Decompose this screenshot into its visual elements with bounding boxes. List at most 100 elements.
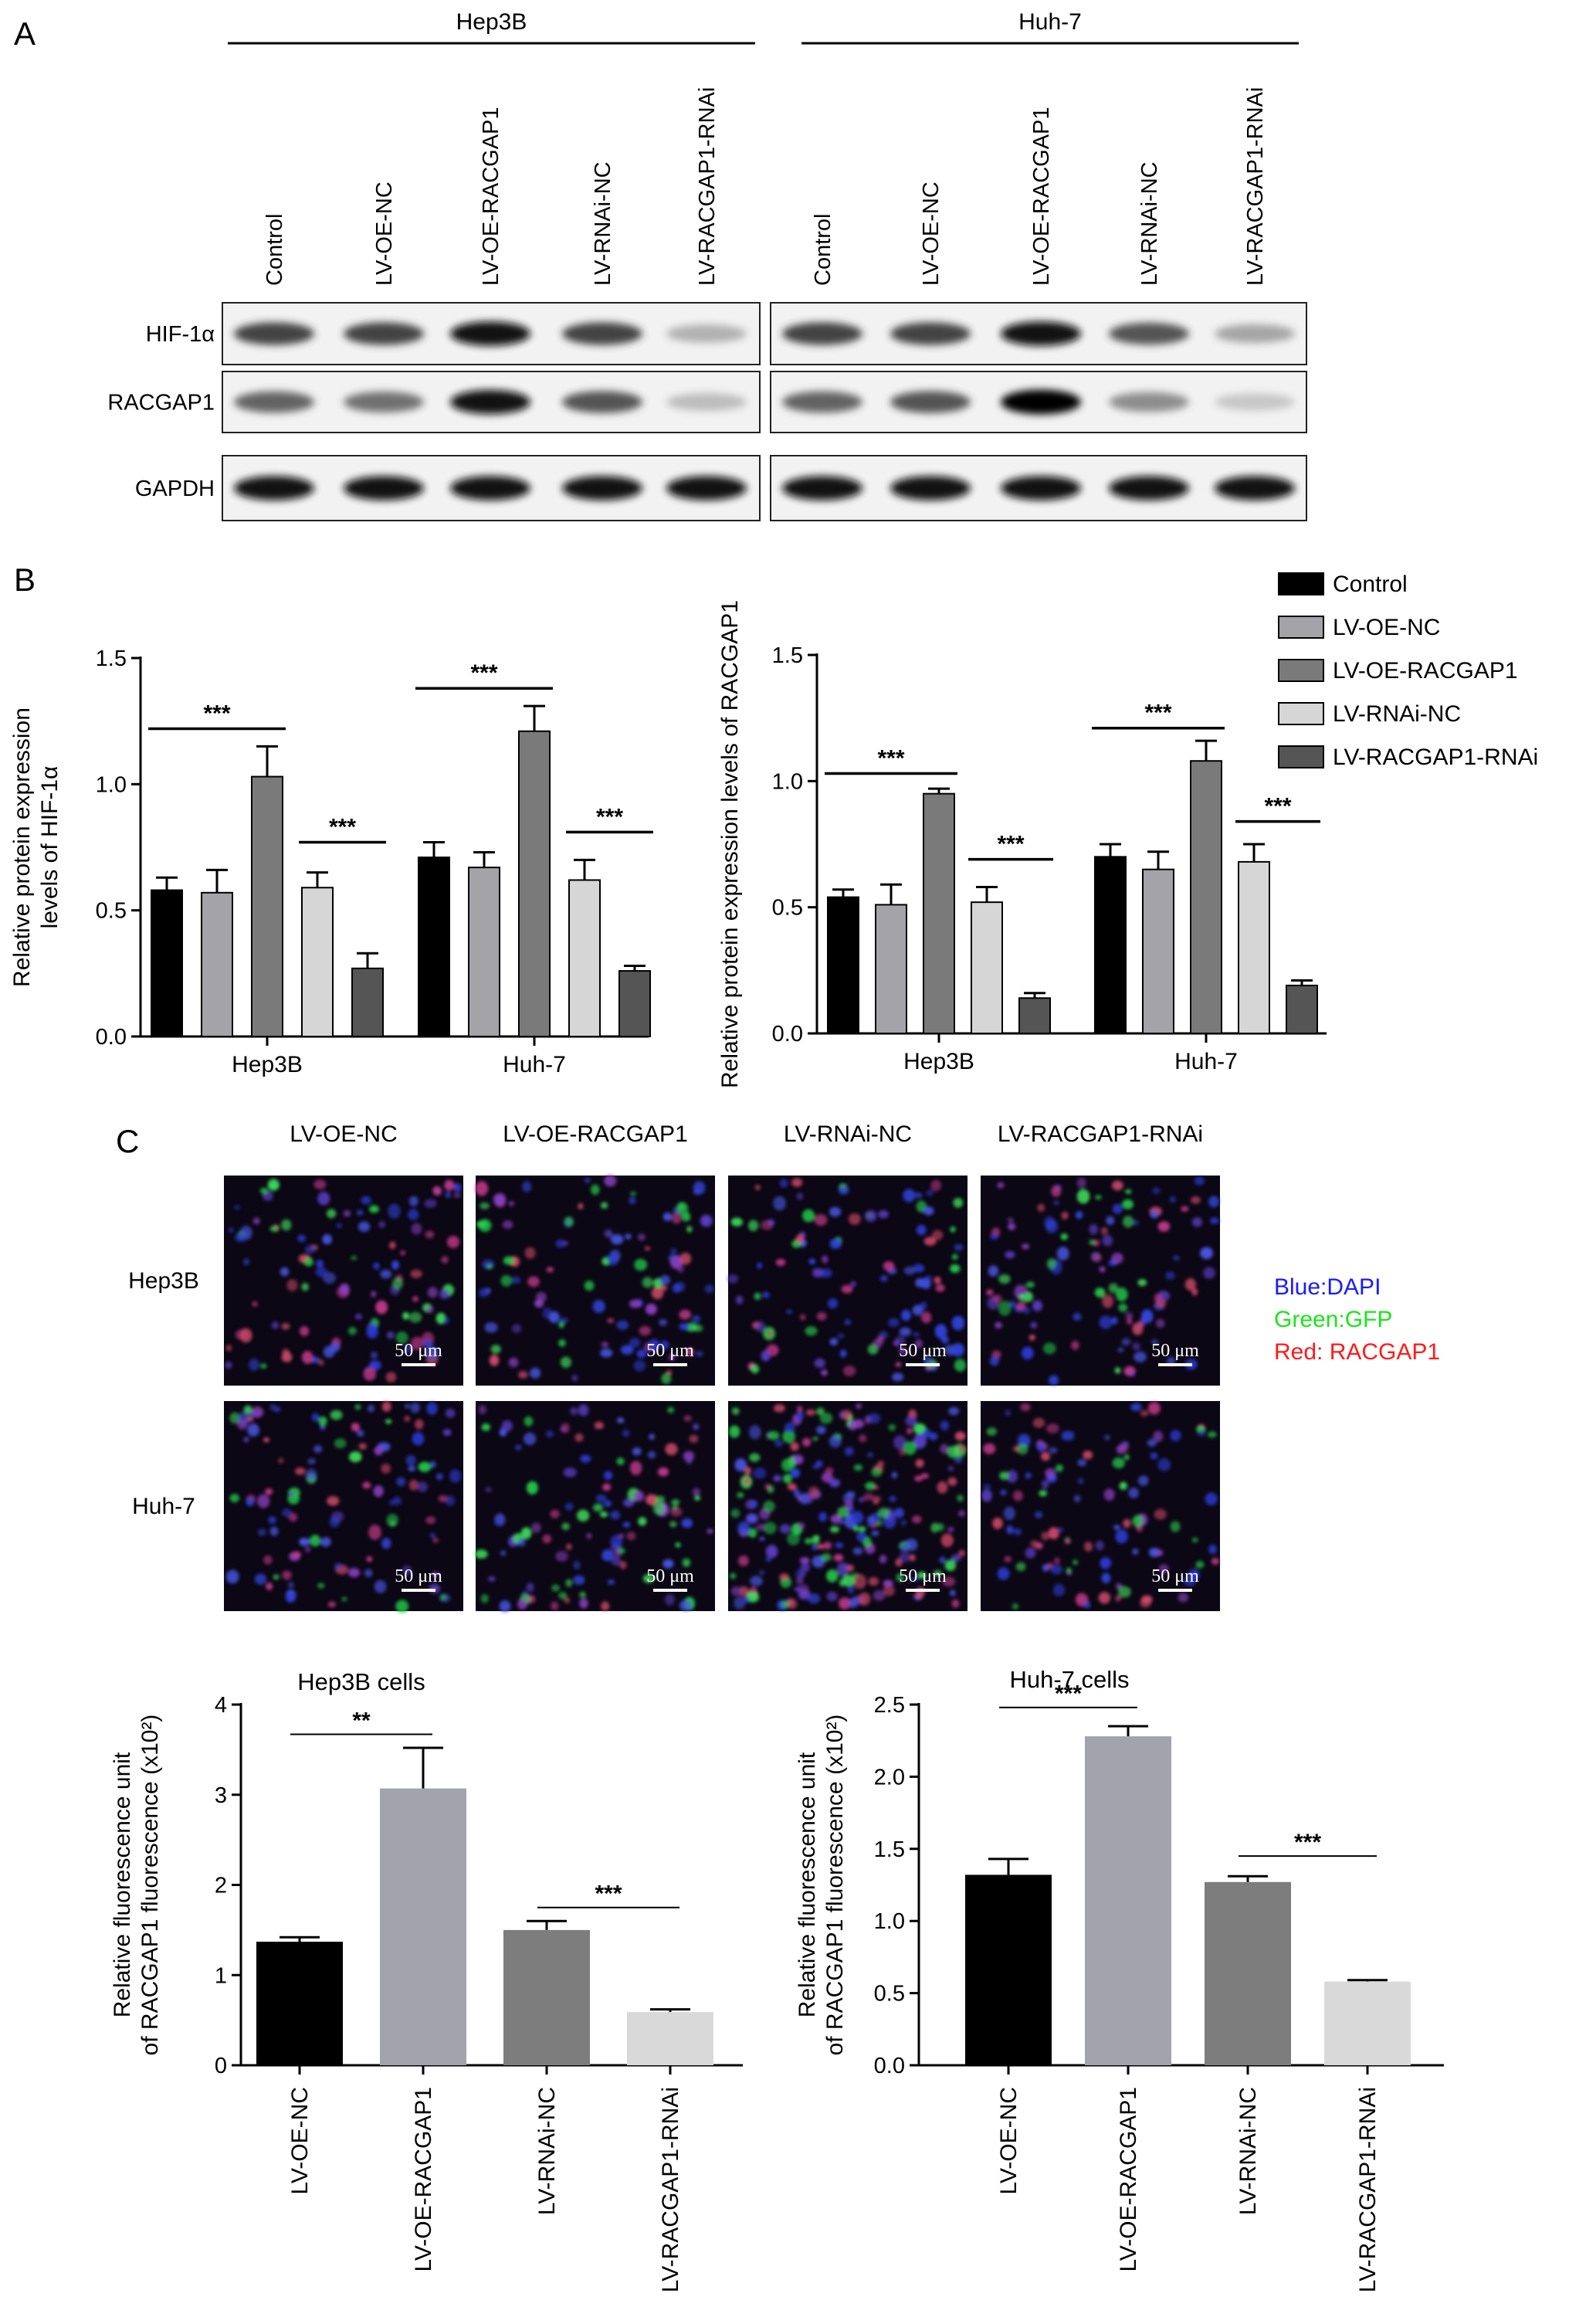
cell [288, 1512, 298, 1522]
cell [619, 1561, 627, 1569]
cell [892, 1372, 904, 1382]
blot-band [890, 322, 971, 345]
cell [853, 1464, 863, 1471]
cell [564, 1502, 574, 1511]
cell [665, 1443, 678, 1456]
cell [490, 1345, 501, 1354]
cell [396, 1477, 406, 1487]
y-tick-label: 1.0 [772, 769, 803, 794]
blot-lane-label: LV-OE-RACGAP1 [1029, 107, 1054, 286]
cell [592, 1300, 605, 1313]
cell [307, 1458, 316, 1464]
cell [737, 1491, 744, 1498]
blot-lane-label: LV-RNAi-NC [591, 161, 615, 286]
y-tick-label: 1.5 [96, 646, 127, 671]
cell [858, 1497, 865, 1502]
cell [269, 1225, 279, 1233]
legend-swatch [1278, 659, 1324, 682]
cell [951, 1315, 965, 1331]
cell [954, 1359, 967, 1372]
cell [700, 1214, 713, 1227]
cell [429, 1461, 436, 1468]
cell [520, 1527, 532, 1539]
cell [341, 1596, 347, 1602]
cell [1028, 1335, 1035, 1341]
cell [404, 1416, 410, 1422]
cell [642, 1277, 653, 1288]
y-tick-label: 0.0 [772, 1022, 803, 1047]
cell [871, 1467, 883, 1478]
cell [620, 1345, 634, 1355]
bar [380, 1788, 466, 2065]
blot-band [344, 322, 424, 345]
cell [795, 1234, 805, 1243]
cell [1153, 1430, 1164, 1443]
cell [686, 1347, 694, 1356]
cell [1061, 1430, 1075, 1441]
legend-label: LV-OE-NC [1333, 615, 1440, 640]
cell [558, 1338, 566, 1347]
cell [800, 1562, 810, 1573]
cell [914, 1192, 923, 1199]
cell [601, 1601, 610, 1611]
cell [503, 1256, 515, 1265]
y-tick-label: 2.5 [874, 1693, 905, 1718]
y-tick-label: 4 [215, 1693, 227, 1718]
cell [816, 1407, 825, 1416]
fluorescence-images-panel: LV-OE-NC LV-OE-RACGAP1 LV-RNAi-NC LV-RACGAP… [128, 1121, 1220, 1613]
cell [851, 1573, 859, 1579]
cell [779, 1573, 789, 1581]
cell [1016, 1301, 1026, 1311]
cell [305, 1468, 317, 1481]
cell [304, 1245, 316, 1254]
cell [1152, 1187, 1161, 1194]
y-axis-label: Relative fluorescence unit [110, 1752, 135, 2017]
cell [1060, 1233, 1069, 1240]
micrograph-column-label: LV-RNAi-NC [784, 1121, 912, 1147]
cell [288, 1582, 294, 1588]
cell [614, 1549, 622, 1558]
cell [825, 1467, 834, 1474]
cell [474, 1549, 488, 1559]
cell [630, 1191, 637, 1196]
cell [247, 1423, 259, 1437]
blot-band [1109, 476, 1189, 500]
cell [914, 1593, 923, 1600]
cell [940, 1444, 949, 1454]
cell [756, 1262, 763, 1269]
significance-label: *** [329, 814, 356, 840]
cell [555, 1239, 565, 1248]
cell [526, 1481, 538, 1495]
cell [906, 1427, 913, 1434]
cell [1006, 1525, 1014, 1535]
cell [821, 1553, 832, 1562]
cell [730, 1217, 743, 1226]
cell [1132, 1342, 1140, 1351]
cell [774, 1440, 784, 1447]
cell [923, 1237, 937, 1246]
cell [903, 1441, 917, 1455]
micrograph-column-label: LV-OE-NC [290, 1121, 397, 1147]
cell [1008, 1223, 1016, 1230]
cell [380, 1269, 392, 1279]
cell [623, 1498, 635, 1508]
cell [410, 1269, 422, 1278]
cell [634, 1258, 648, 1271]
cell [1154, 1294, 1163, 1303]
cell [865, 1209, 877, 1223]
blot-band [450, 476, 530, 500]
cell [675, 1281, 686, 1292]
cell [385, 1372, 397, 1383]
cell [1076, 1189, 1090, 1204]
cell [784, 1422, 795, 1433]
cell [404, 1403, 411, 1409]
cell [1094, 1288, 1106, 1298]
cell [947, 1466, 954, 1471]
cell [1151, 1338, 1159, 1345]
cell [1132, 1322, 1144, 1335]
cell [432, 1538, 439, 1543]
cell [1066, 1567, 1072, 1573]
cell [949, 1589, 956, 1596]
cell [233, 1205, 241, 1210]
cell [1126, 1318, 1133, 1325]
